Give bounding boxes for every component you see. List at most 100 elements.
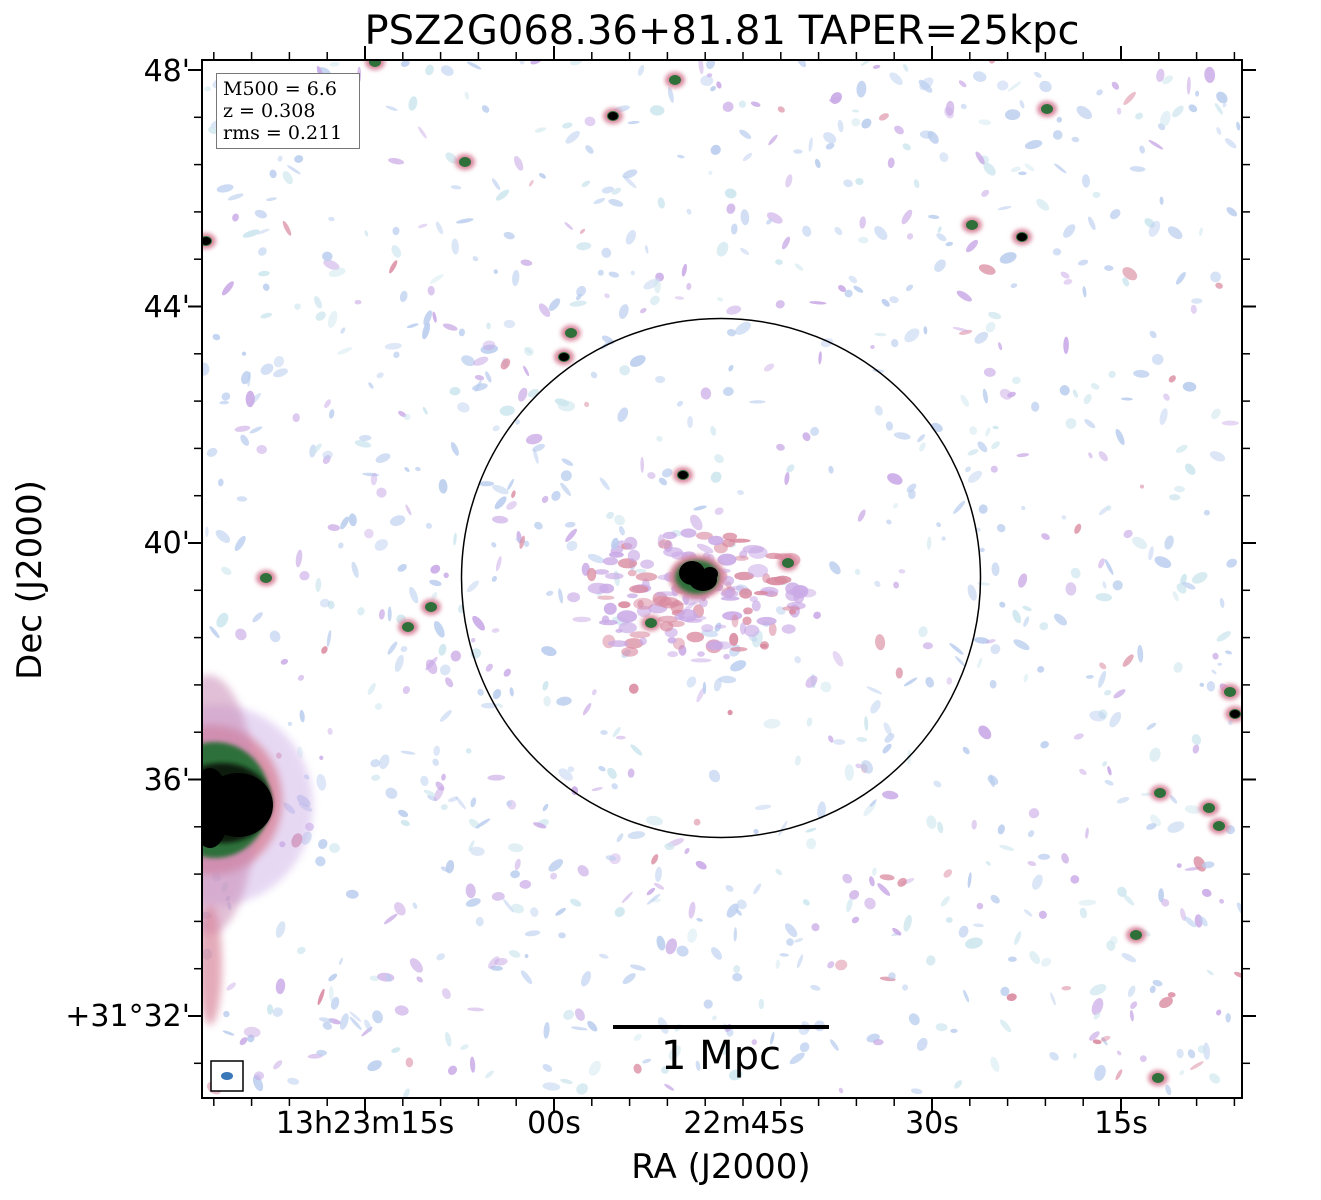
noise-speck bbox=[621, 891, 633, 904]
noise-speck bbox=[433, 621, 445, 638]
noise-speck bbox=[1074, 523, 1082, 534]
noise-speck bbox=[766, 218, 773, 225]
noise-speck bbox=[314, 296, 322, 309]
noise-speck bbox=[1184, 805, 1201, 814]
point-source bbox=[673, 467, 693, 483]
noise-speck bbox=[1122, 654, 1134, 667]
noise-speck bbox=[1082, 286, 1087, 298]
diffuse-blob bbox=[731, 614, 739, 628]
noise-speck bbox=[1021, 505, 1026, 511]
noise-speck bbox=[427, 285, 435, 296]
noise-speck bbox=[232, 213, 239, 222]
noise-speck bbox=[1106, 505, 1112, 511]
noise-speck bbox=[779, 953, 789, 957]
noise-speck bbox=[656, 935, 666, 951]
noise-speck bbox=[1201, 888, 1212, 897]
noise-speck bbox=[1008, 956, 1017, 962]
noise-speck bbox=[855, 177, 864, 186]
noise-speck bbox=[687, 928, 698, 943]
noise-speck bbox=[1036, 198, 1050, 211]
noise-speck bbox=[1115, 1069, 1123, 1081]
noise-speck bbox=[640, 307, 647, 314]
diffuse-blob bbox=[605, 572, 624, 580]
noise-speck bbox=[978, 264, 996, 275]
noise-speck bbox=[532, 443, 545, 452]
noise-speck bbox=[202, 362, 210, 376]
noise-speck bbox=[408, 96, 418, 111]
noise-speck bbox=[655, 375, 666, 384]
noise-speck bbox=[633, 1033, 642, 1041]
diffuse-blob bbox=[629, 631, 651, 639]
noise-speck bbox=[653, 882, 665, 890]
noise-speck bbox=[450, 650, 462, 662]
noise-speck bbox=[861, 118, 872, 129]
point-source bbox=[398, 619, 418, 635]
noise-speck bbox=[560, 482, 572, 496]
noise-speck bbox=[239, 1037, 248, 1046]
noise-speck bbox=[409, 958, 423, 973]
noise-speck bbox=[1217, 662, 1222, 666]
diffuse-blob bbox=[685, 618, 703, 623]
noise-speck bbox=[858, 236, 869, 244]
noise-speck bbox=[1129, 1009, 1134, 1022]
noise-speck bbox=[1076, 105, 1093, 120]
dec-tick-40: 40' bbox=[143, 526, 190, 561]
noise-speck bbox=[534, 521, 543, 530]
point-source bbox=[1150, 785, 1170, 801]
noise-speck bbox=[889, 72, 903, 86]
noise-speck bbox=[415, 466, 421, 472]
ra-tick-22m45s: 22m45s bbox=[683, 1106, 805, 1141]
noise-speck bbox=[978, 725, 992, 740]
noise-speck bbox=[503, 319, 516, 329]
noise-speck bbox=[629, 964, 646, 971]
noise-speck bbox=[893, 581, 900, 589]
noise-speck bbox=[693, 505, 707, 511]
noise-speck bbox=[496, 703, 504, 708]
noise-speck bbox=[1159, 996, 1173, 1009]
noise-speck bbox=[388, 157, 405, 165]
noise-speck bbox=[584, 116, 596, 127]
noise-speck bbox=[612, 727, 621, 738]
noise-speck bbox=[999, 844, 1015, 851]
noise-speck bbox=[543, 695, 551, 707]
noise-speck bbox=[236, 496, 248, 502]
noise-speck bbox=[315, 856, 326, 867]
noise-speck bbox=[328, 267, 346, 277]
noise-speck bbox=[604, 293, 610, 299]
noise-speck bbox=[327, 524, 340, 532]
noise-speck bbox=[965, 937, 983, 949]
noise-speck bbox=[1144, 218, 1155, 228]
diffuse-blob bbox=[660, 621, 674, 632]
noise-speck bbox=[733, 965, 741, 974]
noise-speck bbox=[500, 358, 511, 370]
noise-speck bbox=[550, 872, 558, 880]
noise-speck bbox=[542, 803, 549, 812]
noise-speck bbox=[1012, 376, 1021, 385]
noise-speck bbox=[983, 367, 996, 377]
point-source bbox=[561, 325, 581, 341]
noise-speck bbox=[327, 600, 335, 610]
noise-speck bbox=[1219, 597, 1225, 608]
noise-speck bbox=[1130, 1001, 1138, 1010]
noise-speck bbox=[1104, 779, 1114, 786]
noise-speck bbox=[750, 101, 761, 107]
noise-speck bbox=[420, 775, 429, 787]
noise-speck bbox=[391, 245, 402, 258]
noise-speck bbox=[477, 688, 484, 696]
noise-speck bbox=[441, 988, 451, 1000]
noise-speck bbox=[457, 402, 470, 413]
noise-speck bbox=[806, 717, 813, 727]
noise-speck bbox=[204, 86, 212, 92]
noise-speck bbox=[1109, 936, 1118, 945]
noise-speck bbox=[676, 945, 689, 957]
noise-speck bbox=[627, 768, 635, 778]
noise-speck bbox=[598, 953, 609, 959]
noise-speck bbox=[369, 975, 379, 982]
noise-speck bbox=[916, 1037, 928, 1051]
noise-speck bbox=[455, 796, 466, 810]
noise-speck bbox=[1034, 71, 1042, 78]
noise-speck bbox=[1209, 451, 1226, 462]
noise-speck bbox=[978, 119, 992, 126]
noise-speck bbox=[676, 400, 684, 407]
noise-speck bbox=[813, 611, 821, 619]
